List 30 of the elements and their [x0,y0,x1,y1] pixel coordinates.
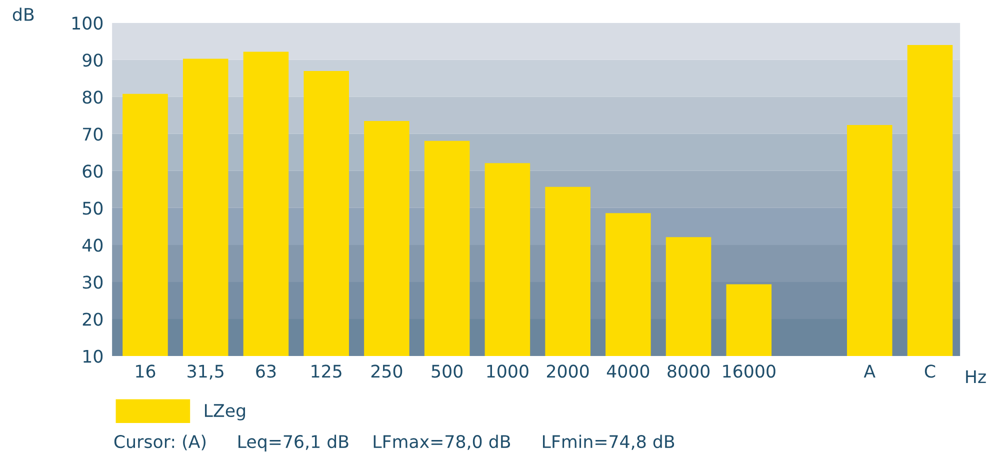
x-tick-label: 2000 [546,364,589,378]
y-tick-label: 50 [82,202,103,215]
text: Cursor: (A) [114,434,206,450]
x-tick-label: 125 [312,364,342,378]
x-axis-title: Hz [966,370,986,384]
text: LFmax=78,0 dB [374,434,510,450]
x-tick-label: 16 [136,364,156,378]
legend-label: LZeg [204,404,245,420]
y-tick-label: 20 [82,312,103,326]
y-tick-label: 10 [84,350,103,363]
x-tick-label: 31,5 [188,364,224,380]
x-tick-label: 16000 [723,364,776,378]
y-tick-label: 60 [82,164,103,178]
y-tick-label: 70 [83,128,103,141]
y-tick-label: 90 [82,54,103,67]
y-tick-label: 40 [82,238,103,252]
x-tick-label: 500 [432,364,462,378]
x-tick-label: C [924,364,936,378]
x-tick-label: 4000 [606,364,650,378]
x-tick-label: 63 [256,364,276,378]
x-tick-label: 250 [371,364,402,378]
y-tick-label: 80 [82,90,103,104]
x-tick-label: 8000 [668,364,710,378]
text: LFmin=74,8 dB [542,434,674,450]
x-tick-label: A [864,364,876,378]
y-axis-title: dB [12,8,34,22]
y-tick-label: 30 [82,276,103,289]
text: Leq=76,1 dB [238,434,348,452]
x-tick-label: 1000 [487,364,528,378]
y-tick-label: 100 [72,16,103,30]
